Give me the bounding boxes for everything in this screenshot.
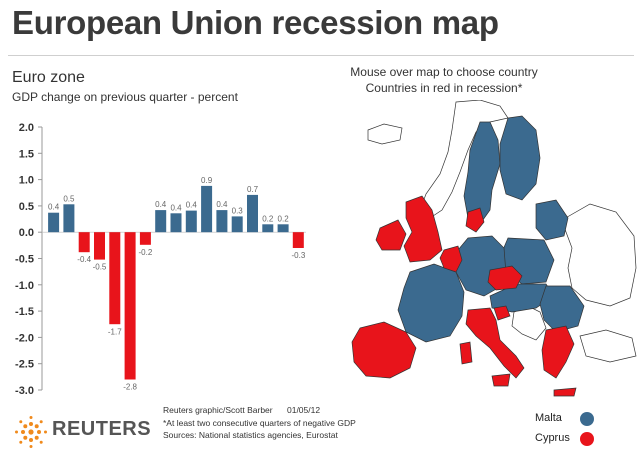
bar-value-label: 0.4 [186,201,198,210]
map-russia-belarus-ukraine[interactable] [561,203,637,307]
bar[interactable] [139,232,151,245]
bar[interactable] [247,194,258,233]
legend-label-cyprus: Cyprus [535,432,570,444]
bar-value-label: 0.2 [262,214,274,223]
bar[interactable] [216,210,228,233]
map-spain-portugal[interactable] [351,321,417,379]
bar[interactable] [201,185,213,233]
map-denmark[interactable] [465,207,485,233]
map-greece[interactable] [541,325,575,379]
map-netherlands-belgium[interactable] [439,245,463,273]
bar[interactable] [231,216,243,233]
bar-value-label: 0.5 [63,194,75,203]
map-czech-republic[interactable] [487,265,523,291]
title-divider [8,55,634,56]
page-title: European Union recession map [12,4,499,41]
map-finland[interactable] [499,115,541,201]
graphic-date: 01/05/12 [286,405,321,415]
bar-value-label: 0.4 [216,200,228,209]
map-instruction: Mouse over map to choose country [350,65,538,79]
map-sicily[interactable] [491,373,511,387]
reuters-logo-icon [15,416,47,448]
legend-label-malta: Malta [535,412,562,424]
bar-value-label: 0.4 [170,203,182,212]
y-tick-label: 1.0 [19,175,34,187]
legend-dot-malta[interactable] [580,412,594,426]
bar-value-label: -0.3 [292,251,306,260]
map-sweden[interactable] [463,121,501,225]
bar[interactable] [185,210,197,233]
map-baltics[interactable] [535,199,569,241]
map-slovenia[interactable] [493,305,511,321]
bar-value-label: 0.3 [232,206,244,215]
bar-value-label: -0.5 [93,263,107,272]
bar[interactable] [277,224,289,233]
bar[interactable] [48,212,60,233]
bar[interactable] [63,204,75,233]
europe-map[interactable] [340,100,640,400]
bar[interactable] [78,232,90,253]
chart-title: Euro zone [12,69,85,86]
y-tick-label: -1.5 [15,306,34,318]
y-tick-label: -2.5 [15,359,34,371]
map-ireland[interactable] [375,219,407,251]
map-iceland[interactable] [367,123,403,145]
bar[interactable] [124,232,136,380]
bar-value-label: 0.7 [247,185,259,194]
y-tick-label: 0.0 [19,227,34,239]
bar[interactable] [262,224,274,233]
map-sardinia[interactable] [459,341,473,365]
credit-line: Reuters graphic/Scott Barber 01/05/12 [163,405,320,415]
y-tick-label: -1.0 [15,280,34,292]
footnote: *At least two consecutive quarters of ne… [163,418,356,428]
sources: Sources: National statistics agencies, E… [163,430,338,440]
bar[interactable] [109,232,121,325]
y-tick-label: -0.5 [15,254,34,266]
chart-subtitle: GDP change on previous quarter - percent [12,90,238,104]
legend-dot-cyprus[interactable] [580,432,594,446]
reuters-wordmark: REUTERS [52,418,152,440]
bar[interactable] [292,232,304,248]
y-tick-label: -2.0 [15,332,34,344]
y-tick-label: 2.0 [19,122,34,134]
bar[interactable] [155,210,167,233]
bar-value-label: -2.8 [123,383,137,392]
map-crete[interactable] [553,387,577,397]
y-tick-label: 1.5 [19,148,34,160]
bar-value-label: 0.2 [278,214,290,223]
graphic-credit: Reuters graphic/Scott Barber [163,405,273,415]
gdp-bar-chart: 2.0 1.5 1.0 0.5 0.0 -0.5 -1.0 -1.5 -2.0 -2.5 -3.0 0… [15,122,306,397]
map-turkey[interactable] [579,329,637,363]
bar-value-label: 0.9 [201,176,213,185]
bar[interactable] [94,232,105,260]
map-legend-note: Countries in red in recession* [365,81,523,95]
map-france[interactable] [397,263,465,343]
y-tick-label: -3.0 [15,385,34,397]
map-uk[interactable] [403,195,443,263]
bar-value-label: 0.4 [155,200,167,209]
bar-value-label: -0.2 [139,248,153,257]
map-italy[interactable] [465,307,525,379]
map-norway[interactable] [419,100,509,219]
bar-value-label: -1.7 [108,327,122,336]
bar[interactable] [170,213,182,233]
bar-value-label: 0.4 [48,203,60,212]
y-tick-label: 0.5 [19,201,34,213]
bar-value-label: -0.4 [77,255,91,264]
